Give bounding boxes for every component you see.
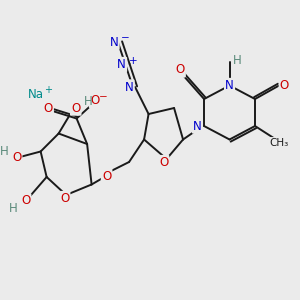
Text: O: O bbox=[21, 194, 30, 208]
Text: N: N bbox=[110, 36, 118, 49]
Text: +: + bbox=[44, 85, 52, 95]
Text: −: − bbox=[121, 34, 130, 44]
Text: H: H bbox=[233, 53, 242, 67]
Text: O: O bbox=[12, 151, 21, 164]
Text: O: O bbox=[71, 101, 80, 115]
Text: O: O bbox=[90, 94, 99, 107]
Text: H: H bbox=[84, 95, 93, 108]
Text: O: O bbox=[159, 156, 168, 169]
Text: N: N bbox=[225, 79, 234, 92]
Text: N: N bbox=[125, 80, 134, 94]
Text: N: N bbox=[193, 119, 202, 133]
Text: O: O bbox=[44, 101, 53, 115]
Text: O: O bbox=[176, 63, 185, 76]
Text: +: + bbox=[129, 56, 138, 66]
Text: −: − bbox=[99, 92, 108, 102]
Text: O: O bbox=[102, 169, 111, 183]
Text: N: N bbox=[117, 58, 126, 71]
Text: O: O bbox=[280, 79, 289, 92]
Text: O: O bbox=[60, 192, 69, 205]
Text: H: H bbox=[9, 202, 18, 215]
Text: CH₃: CH₃ bbox=[269, 138, 289, 148]
Text: Na: Na bbox=[28, 88, 44, 101]
Text: H: H bbox=[0, 145, 9, 158]
